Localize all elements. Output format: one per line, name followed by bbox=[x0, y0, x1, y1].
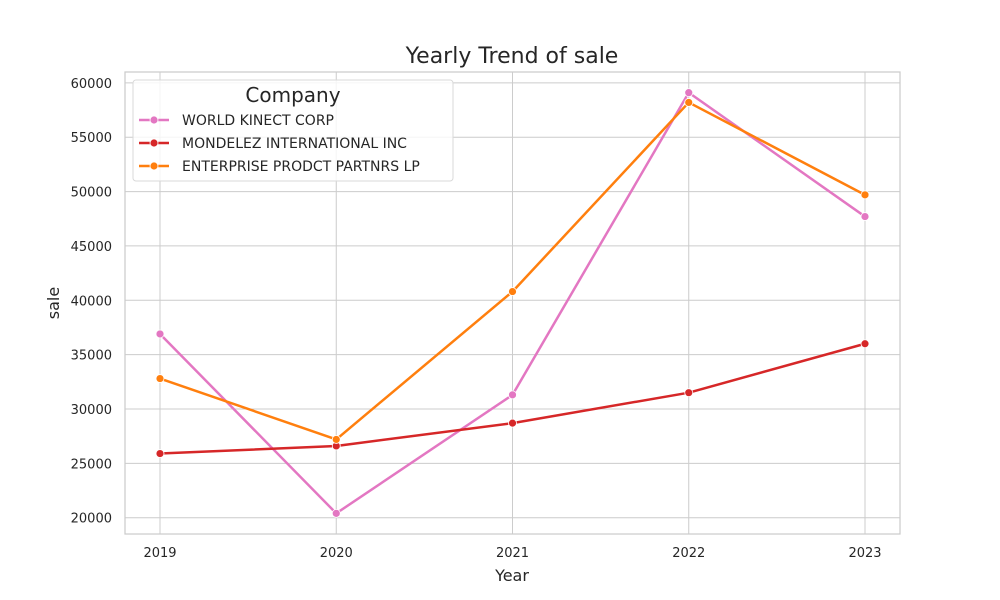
legend-marker bbox=[149, 115, 159, 125]
data-point bbox=[860, 212, 870, 221]
y-axis-ticks: 20000 25000 30000 35000 40000 45000 50000 55000… bbox=[71, 77, 112, 527]
data-point bbox=[508, 418, 517, 428]
series-3 bbox=[155, 98, 870, 444]
legend-item: MONDELEZ INTERNATIONAL INC bbox=[139, 136, 407, 152]
y-tick-label: 50000 bbox=[71, 186, 112, 201]
chart-title: Yearly Trend of sale bbox=[405, 44, 619, 69]
x-axis-ticks: 2019 2020 2021 2022 2023 bbox=[143, 546, 881, 561]
plot-area-frame bbox=[124, 71, 901, 535]
data-point bbox=[860, 339, 870, 349]
y-tick-label: 55000 bbox=[71, 131, 112, 146]
x-tick-label: 2023 bbox=[848, 546, 881, 561]
legend-items: WORLD KINECT CORP MONDELEZ INTERNATIONAL … bbox=[139, 113, 420, 175]
data-point bbox=[684, 88, 694, 98]
x-tick-label: 2022 bbox=[672, 546, 705, 561]
x-tick-label: 2021 bbox=[496, 546, 529, 561]
legend-box bbox=[132, 79, 454, 182]
legend-item: ENTERPRISE PRODCT PARTNRS LP bbox=[139, 159, 420, 175]
data-point bbox=[860, 190, 870, 200]
data-point bbox=[155, 374, 165, 383]
legend-marker bbox=[149, 138, 159, 148]
y-tick-label: 30000 bbox=[71, 403, 112, 418]
legend-marker bbox=[149, 161, 159, 171]
data-point bbox=[331, 508, 341, 518]
legend-label: ENTERPRISE PRODCT PARTNRS LP bbox=[182, 159, 420, 175]
data-point bbox=[508, 390, 517, 400]
legend-item: WORLD KINECT CORP bbox=[139, 113, 334, 129]
y-tick-label: 40000 bbox=[71, 294, 112, 309]
data-point bbox=[508, 287, 517, 296]
legend-title: Company bbox=[245, 83, 340, 107]
x-tick-label: 2020 bbox=[320, 546, 353, 561]
data-point bbox=[155, 329, 165, 339]
series-group bbox=[155, 88, 870, 518]
data-point bbox=[155, 449, 165, 458]
x-tick-label: 2019 bbox=[143, 546, 176, 561]
y-axis-label: sale bbox=[44, 287, 63, 319]
legend: Company WORLD KINECT CORP MONDELEZ INTERN… bbox=[132, 79, 454, 182]
legend-label: WORLD KINECT CORP bbox=[182, 113, 334, 129]
y-tick-label: 35000 bbox=[71, 349, 112, 364]
y-tick-label: 25000 bbox=[71, 457, 112, 472]
data-point bbox=[684, 98, 694, 107]
x-axis-label: Year bbox=[494, 566, 529, 585]
data-point bbox=[684, 388, 694, 398]
y-tick-label: 20000 bbox=[71, 512, 112, 527]
y-tick-label: 60000 bbox=[71, 77, 112, 92]
legend-label: MONDELEZ INTERNATIONAL INC bbox=[182, 136, 407, 152]
grid-lines bbox=[125, 72, 900, 534]
y-tick-label: 45000 bbox=[71, 240, 112, 255]
data-point bbox=[331, 435, 341, 444]
